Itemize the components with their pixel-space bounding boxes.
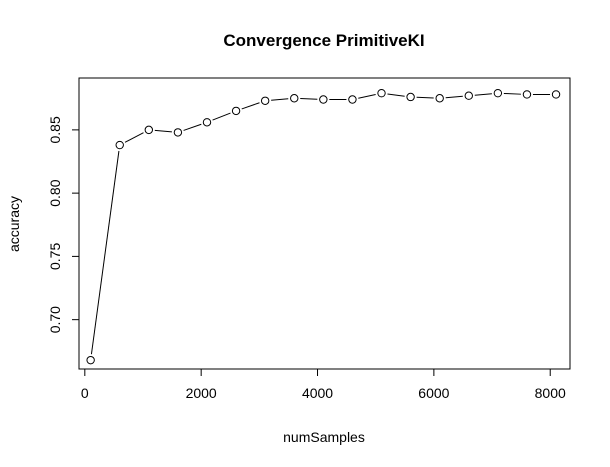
series-segment: [445, 95, 463, 99]
series-accuracy: [86, 88, 561, 365]
series-segment: [183, 123, 202, 131]
series-segment: [154, 129, 172, 133]
data-point: [144, 125, 154, 135]
data-point: [435, 94, 444, 103]
data-point: [260, 96, 270, 105]
data-point: [406, 92, 415, 102]
data-point: [522, 90, 532, 99]
data-point: [202, 118, 212, 127]
series-segment: [212, 112, 231, 121]
x-axis-label: numSamples: [283, 429, 365, 445]
data-point: [173, 128, 183, 137]
data-point: [290, 94, 299, 103]
x-tick-label: 2000: [186, 385, 217, 401]
x-tick-label: 0: [81, 385, 89, 401]
series-segment: [358, 93, 376, 99]
series-segment: [416, 96, 434, 99]
series-segment: [474, 93, 492, 96]
y-tick-label: 0.85: [47, 116, 63, 143]
x-tick-label: 8000: [535, 385, 566, 401]
series-segment: [387, 93, 405, 97]
x-axis: 0 2000 4000 6000 8000: [81, 368, 566, 401]
data-point: [115, 140, 124, 150]
data-point: [348, 95, 357, 104]
series-segment: [503, 92, 521, 95]
y-axis: 0.70 0.75 0.80 0.85: [47, 116, 80, 333]
series-segment: [271, 98, 289, 101]
y-tick-label: 0.70: [47, 306, 63, 333]
data-point: [319, 95, 328, 104]
y-tick-label: 0.80: [47, 179, 63, 206]
series-segment: [241, 102, 260, 110]
x-tick-label: 4000: [302, 385, 333, 401]
series-segment: [300, 98, 318, 100]
chart-title: Convergence PrimitiveKI: [223, 31, 424, 50]
data-point: [493, 88, 503, 98]
data-point: [464, 91, 473, 100]
x-tick-label: 6000: [418, 385, 449, 401]
data-point: [86, 355, 95, 365]
y-tick-label: 0.75: [47, 243, 63, 270]
plot-box: [78, 77, 571, 370]
y-axis-label: accuracy: [6, 196, 22, 252]
series-segment: [90, 150, 120, 355]
data-point: [231, 106, 241, 116]
data-point: [377, 88, 386, 98]
data-point: [551, 90, 561, 99]
series-segment: [124, 132, 144, 143]
